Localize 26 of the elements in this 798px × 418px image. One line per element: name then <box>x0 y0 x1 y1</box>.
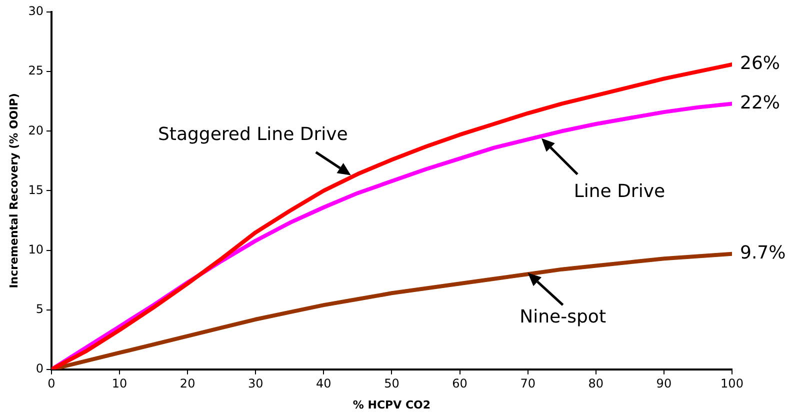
y-tick-label: 30 <box>28 4 44 18</box>
y-tick-label: 15 <box>28 182 44 197</box>
annotation: Line Drive <box>574 180 666 202</box>
x-tick-label: 20 <box>180 376 196 391</box>
x-tick-label: 90 <box>656 376 672 391</box>
y-tick-label: 20 <box>28 123 44 138</box>
x-tick-label: 0 <box>48 376 56 391</box>
x-tick-label: 30 <box>248 376 264 391</box>
x-axis-title: % HCPV CO2 <box>352 398 431 412</box>
y-tick-label: 5 <box>36 302 44 316</box>
annotation: Nine-spot <box>520 306 606 328</box>
y-tick-label: 10 <box>28 242 44 256</box>
y-tick-label: 0 <box>36 362 44 376</box>
annotation: Staggered Line Drive <box>158 124 348 145</box>
x-tick-label: 50 <box>384 376 400 391</box>
y-tick-label: 25 <box>28 64 44 78</box>
annotation: 22% <box>740 92 780 114</box>
annotation: 9.7% <box>740 242 786 264</box>
x-tick-label: 70 <box>520 376 536 391</box>
x-tick-label: 40 <box>316 376 332 391</box>
x-tick-label: 10 <box>112 376 128 391</box>
x-tick-label: 60 <box>452 376 468 391</box>
x-tick-label: 100 <box>720 376 744 391</box>
y-axis-title: Incremental Recovery (% OOIP) <box>7 93 20 288</box>
annotation: 26% <box>740 53 780 74</box>
x-tick-label: 80 <box>588 376 604 391</box>
